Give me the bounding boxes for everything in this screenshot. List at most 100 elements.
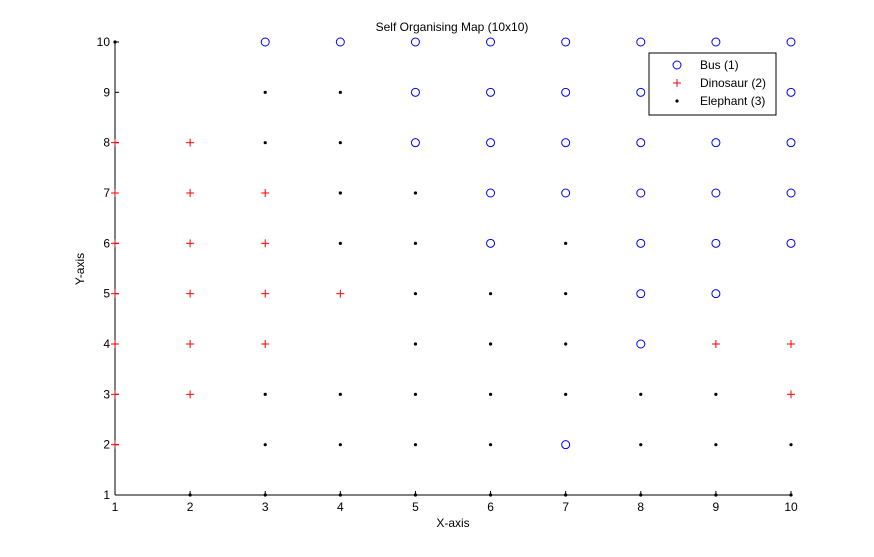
x-tick-label: 7: [562, 500, 569, 514]
dinosaur-point: [111, 239, 119, 248]
dinosaur-point: [186, 289, 195, 298]
y-tick-label: 5: [103, 287, 110, 301]
legend: Bus (1) Dinosaur (2) Elephant (3): [648, 52, 777, 116]
dinosaur-point: [186, 390, 195, 399]
elephant-point: [413, 493, 418, 497]
elephant-point: [564, 241, 568, 245]
y-tick-label: 1: [103, 488, 110, 502]
elephant-point: [263, 493, 267, 497]
bus-point: [711, 289, 721, 299]
data-points: [111, 37, 796, 497]
elephant-point: [413, 191, 418, 195]
chart-title: Self Organising Map (10x10): [376, 20, 529, 34]
bus-point: [786, 188, 796, 198]
dinosaur-point: [186, 239, 195, 248]
dinosaur-point: [261, 239, 270, 248]
dinosaur-point: [111, 189, 119, 197]
x-axis-label: X-axis: [436, 516, 469, 530]
elephant-point: [413, 392, 418, 396]
elephant-point: [338, 392, 342, 396]
bus-point: [561, 440, 571, 450]
x-tick-label: 1: [112, 500, 119, 514]
dinosaur-point: [261, 289, 270, 298]
bus-point: [410, 37, 420, 47]
elephant-point: [338, 90, 342, 94]
bus-point: [636, 138, 646, 148]
legend-dinosaur-marker: [673, 79, 681, 87]
dinosaur-point: [111, 289, 119, 298]
elephant-point: [789, 493, 793, 497]
elephant-point: [263, 443, 267, 447]
dinosaur-point: [787, 340, 795, 348]
elephant-point: [413, 443, 418, 447]
bus-point: [786, 138, 796, 148]
bus-point: [486, 87, 496, 97]
axes: [114, 42, 791, 496]
bus-point: [711, 188, 721, 198]
bus-point: [711, 238, 721, 248]
elephant-point: [263, 90, 267, 94]
elephant-point: [488, 342, 493, 346]
elephant-point: [639, 392, 643, 396]
bus-point: [636, 188, 646, 198]
elephant-point: [564, 292, 568, 296]
y-tick-label: 8: [103, 136, 110, 150]
bus-point: [786, 238, 796, 248]
x-tick-label: 5: [412, 500, 419, 514]
elephant-point: [714, 493, 718, 497]
legend-box: [648, 52, 777, 116]
dinosaur-point: [111, 138, 119, 147]
legend-elephant-label: Elephant (3): [700, 94, 765, 108]
bus-point: [561, 138, 571, 148]
x-tick-label: 8: [637, 500, 644, 514]
elephant-point: [714, 392, 718, 396]
bus-point: [410, 138, 420, 148]
x-tick-label: 6: [487, 500, 494, 514]
elephant-point: [188, 493, 192, 497]
dinosaur-point: [261, 340, 270, 348]
y-tick-label: 2: [103, 438, 110, 452]
elephant-point: [639, 443, 643, 447]
elephant-point: [488, 392, 493, 396]
dinosaur-point: [787, 390, 795, 399]
elephant-point: [413, 241, 418, 245]
bus-point: [786, 37, 796, 47]
legend-bus-marker: [672, 60, 682, 70]
x-tick-label: 4: [337, 500, 344, 514]
dinosaur-point: [186, 189, 195, 197]
elephant-point: [338, 141, 342, 145]
bus-point: [486, 238, 496, 248]
bus-point: [711, 37, 721, 47]
elephant-point: [263, 392, 267, 396]
elephant-point: [488, 493, 493, 497]
bus-point: [561, 188, 571, 198]
dinosaur-point: [186, 340, 195, 348]
bus-point: [335, 37, 345, 47]
x-tick-label: 9: [713, 500, 720, 514]
x-tick-label: 2: [187, 500, 194, 514]
bus-point: [410, 87, 420, 97]
x-tick-label: 10: [784, 500, 798, 514]
bus-point: [561, 37, 571, 47]
bus-point: [260, 37, 270, 47]
elephant-point: [338, 241, 342, 245]
bus-point: [636, 289, 646, 299]
elephant-point: [714, 443, 718, 447]
elephant-point: [639, 493, 643, 497]
bus-point: [636, 37, 646, 47]
y-axis-label: Y-axis: [73, 253, 87, 285]
elephant-point: [789, 443, 793, 447]
elephant-point: [413, 292, 418, 296]
elephant-point: [488, 292, 493, 296]
elephant-point: [338, 191, 342, 195]
dinosaur-point: [711, 340, 720, 348]
elephant-point: [263, 141, 267, 145]
y-tick-label: 4: [103, 337, 110, 351]
bus-point: [486, 37, 496, 47]
elephant-point: [338, 493, 342, 497]
y-tick-label: 7: [103, 186, 110, 200]
bus-point: [561, 87, 571, 97]
elephant-point: [564, 342, 568, 346]
elephant-point: [413, 342, 418, 346]
